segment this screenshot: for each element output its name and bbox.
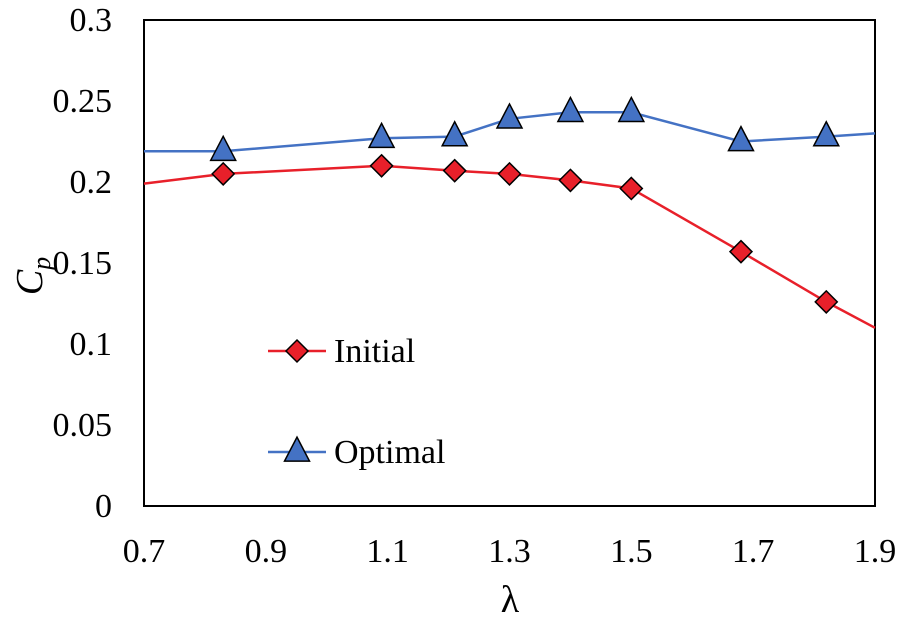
y-axis-title-main: C xyxy=(9,269,51,295)
x-tick-label: 1.9 xyxy=(854,533,897,570)
x-tick-label: 0.7 xyxy=(123,533,166,570)
data-point-initial xyxy=(442,158,467,183)
data-point-initial xyxy=(728,239,754,264)
series-line-initial xyxy=(143,164,876,329)
x-tick-label: 1.5 xyxy=(610,533,653,570)
y-tick-labels: 0 0.05 0.1 0.15 0.2 0.25 0.3 xyxy=(53,2,113,525)
y-tick-label: 0.3 xyxy=(70,2,113,39)
y-tick-label: 0.25 xyxy=(53,83,113,120)
data-point-initial xyxy=(497,161,522,186)
data-point-optimal xyxy=(812,120,841,147)
y-tick-label: 0.05 xyxy=(53,407,113,444)
data-point-optimal xyxy=(495,102,524,129)
x-tick-label: 0.9 xyxy=(245,533,288,570)
x-tick-labels: 0.7 0.9 1.1 1.3 1.5 1.7 1.9 xyxy=(123,533,897,570)
data-point-optimal xyxy=(617,95,646,123)
y-tick-label: 0.2 xyxy=(70,164,113,201)
legend-label-initial: Initial xyxy=(334,333,415,370)
data-point-optimal xyxy=(556,95,585,123)
data-point-optimal xyxy=(440,120,469,147)
series-layer xyxy=(143,95,876,329)
y-axis-title: Cp xyxy=(9,257,56,295)
x-tick-label: 1.7 xyxy=(732,533,775,570)
data-point-optimal xyxy=(367,121,396,149)
y-axis-title-subscript: p xyxy=(27,257,56,272)
data-point-initial xyxy=(211,161,236,186)
y-tick-label: 0.15 xyxy=(53,245,113,282)
data-point-optimal xyxy=(209,134,237,162)
x-tick-label: 1.3 xyxy=(488,533,531,570)
data-point-optimal xyxy=(727,124,755,152)
legend-marker-initial xyxy=(284,338,310,364)
plot-area-frame xyxy=(143,19,876,507)
legend-label-optimal: Optimal xyxy=(334,434,445,471)
data-point-initial xyxy=(558,168,583,193)
series-line-optimal xyxy=(144,111,876,153)
y-tick-label: 0.1 xyxy=(70,326,113,363)
data-point-initial xyxy=(814,289,839,314)
x-tick-label: 1.1 xyxy=(366,533,409,570)
y-tick-label: 0 xyxy=(95,488,112,525)
data-point-initial xyxy=(619,176,644,201)
legend: Initial Optimal xyxy=(268,333,445,471)
data-point-initial xyxy=(369,153,394,178)
x-axis-title: λ xyxy=(501,579,520,617)
legend-marker-optimal xyxy=(283,435,311,462)
